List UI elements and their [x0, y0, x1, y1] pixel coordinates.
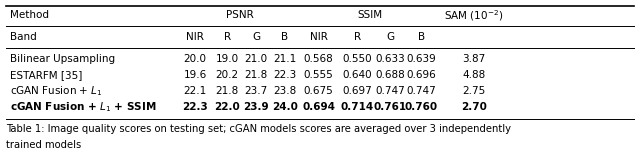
Text: 0.633: 0.633	[376, 54, 405, 64]
Text: NIR: NIR	[186, 32, 204, 42]
Text: 0.550: 0.550	[342, 54, 372, 64]
Text: PSNR: PSNR	[226, 10, 254, 20]
Text: 23.7: 23.7	[244, 86, 268, 96]
Text: 23.9: 23.9	[243, 102, 269, 112]
Text: 23.8: 23.8	[273, 86, 296, 96]
Text: 0.747: 0.747	[376, 86, 405, 96]
Text: 22.3: 22.3	[182, 102, 208, 112]
Text: SSIM: SSIM	[357, 10, 383, 20]
Text: 21.8: 21.8	[244, 70, 268, 80]
Text: trained models: trained models	[6, 140, 82, 150]
Text: 20.0: 20.0	[184, 54, 207, 64]
Text: 22.1: 22.1	[184, 86, 207, 96]
Text: 19.6: 19.6	[184, 70, 207, 80]
Text: Table 1: Image quality scores on testing set; cGAN models scores are averaged ov: Table 1: Image quality scores on testing…	[6, 124, 511, 134]
Text: 0.761: 0.761	[374, 102, 407, 112]
Text: 0.639: 0.639	[406, 54, 436, 64]
Text: 2.75: 2.75	[462, 86, 485, 96]
Text: R: R	[223, 32, 231, 42]
Text: SAM ($10^{-2}$): SAM ($10^{-2}$)	[444, 8, 503, 23]
Text: 0.568: 0.568	[304, 54, 333, 64]
Text: 19.0: 19.0	[216, 54, 239, 64]
Text: cGAN Fusion + $L_1$: cGAN Fusion + $L_1$	[10, 84, 102, 98]
Text: G: G	[387, 32, 394, 42]
Text: 0.760: 0.760	[404, 102, 438, 112]
Text: B: B	[417, 32, 425, 42]
Text: 0.675: 0.675	[304, 86, 333, 96]
Text: 0.714: 0.714	[340, 102, 374, 112]
Text: Band: Band	[10, 32, 36, 42]
Text: 0.696: 0.696	[406, 70, 436, 80]
Text: 24.0: 24.0	[272, 102, 298, 112]
Text: 0.688: 0.688	[376, 70, 405, 80]
Text: 3.87: 3.87	[462, 54, 485, 64]
Text: B: B	[281, 32, 289, 42]
Text: Method: Method	[10, 10, 49, 20]
Text: 22.3: 22.3	[273, 70, 296, 80]
Text: ESTARFM [35]: ESTARFM [35]	[10, 70, 82, 80]
Text: 20.2: 20.2	[216, 70, 239, 80]
Text: 2.70: 2.70	[461, 102, 486, 112]
Text: 0.640: 0.640	[342, 70, 372, 80]
Text: 0.555: 0.555	[304, 70, 333, 80]
Text: 0.694: 0.694	[302, 102, 335, 112]
Text: G: G	[252, 32, 260, 42]
Text: 4.88: 4.88	[462, 70, 485, 80]
Text: 0.747: 0.747	[406, 86, 436, 96]
Text: 21.1: 21.1	[273, 54, 296, 64]
Text: R: R	[353, 32, 361, 42]
Text: 0.697: 0.697	[342, 86, 372, 96]
Text: Bilinear Upsampling: Bilinear Upsampling	[10, 54, 115, 64]
Text: 21.0: 21.0	[244, 54, 268, 64]
Text: NIR: NIR	[310, 32, 328, 42]
Text: cGAN Fusion + $L_1$ + SSIM: cGAN Fusion + $L_1$ + SSIM	[10, 100, 156, 114]
Text: 22.0: 22.0	[214, 102, 240, 112]
Text: 21.8: 21.8	[216, 86, 239, 96]
